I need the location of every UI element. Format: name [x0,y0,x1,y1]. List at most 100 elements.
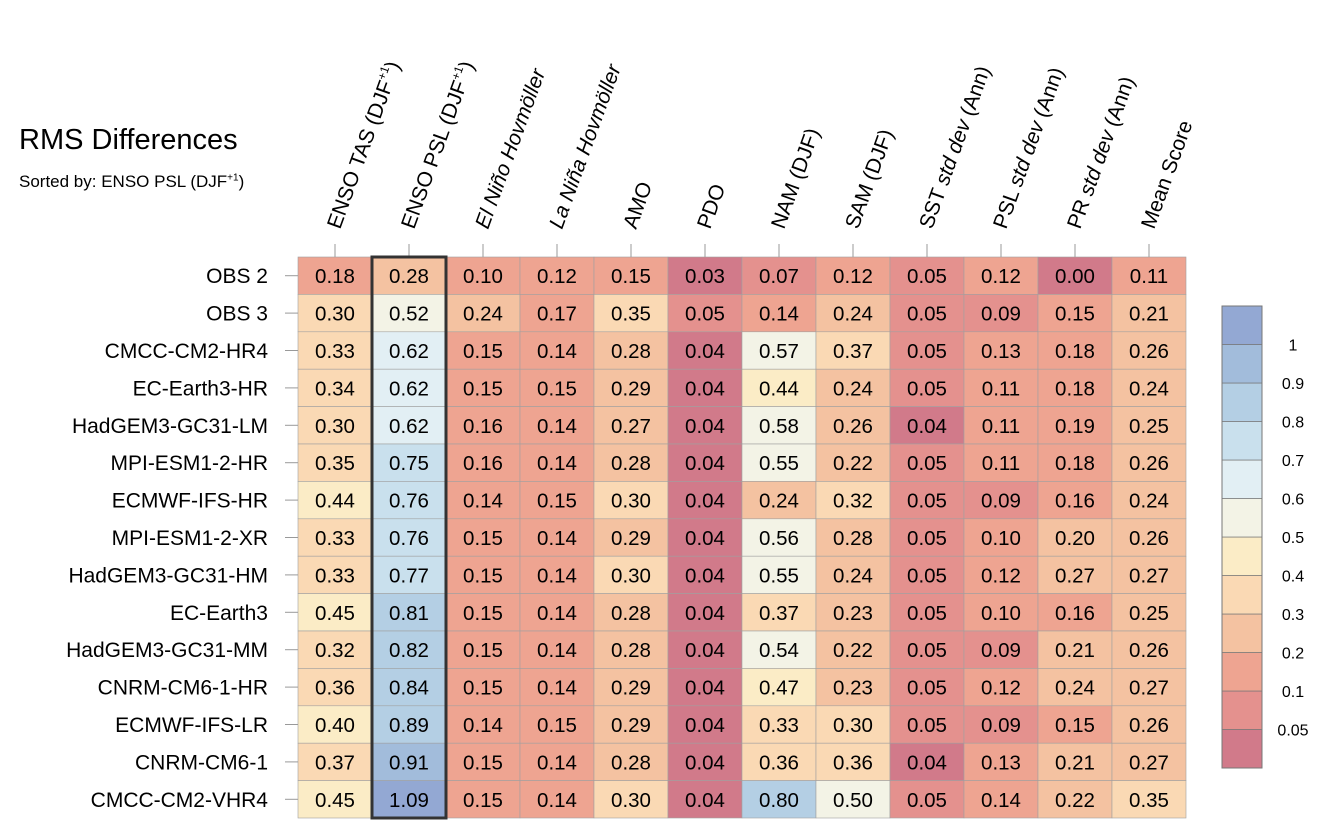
colorbar-box [1221,652,1263,692]
heatmap-cells: 0.18 0.28 0.10 0.12 0.15 0.03 0.07 0.12 0.05 0.12… [297,255,1187,820]
heatmap-cell [963,742,1039,781]
cell-value-label: 0.89 [389,714,429,737]
heatmap-cell [815,294,891,333]
cell-value-label: 0.30 [315,415,355,438]
chart-title: RMS Differences [19,124,238,156]
cell-value-label: 0.04 [685,415,725,438]
cell-value-label: 0.33 [759,714,799,737]
colorbar-tick-label: 0.3 [1282,607,1304,624]
cell-value-label: 0.11 [982,377,1020,400]
cell-value-label: 0.14 [537,415,577,438]
cell-value-label: 0.13 [981,340,1021,363]
cell-value-label: 0.58 [759,415,799,438]
cell-value-label: 0.24 [833,564,873,587]
heatmap-cell [1037,518,1113,557]
cell-value-label: 0.27 [1129,677,1169,700]
cell-value-label: 0.56 [759,527,799,550]
column-label-text: El Niño Hovmöller [471,65,550,232]
column-labels: ENSO TAS (DJF+1)ENSO PSL (DJF+1)El Niño … [321,58,1197,257]
cell-value-label: 0.14 [537,452,577,475]
column-label: PDO [693,181,730,232]
cell-value-label: 0.12 [981,677,1021,700]
row-label: ECMWF-IFS-LR [115,714,268,737]
heatmap-cell [371,593,447,632]
heatmap-cell [963,443,1039,482]
cell-value-label: 0.54 [759,639,799,662]
column-label-italic: std dev [1075,126,1120,199]
cell-value-label: 0.12 [833,265,873,288]
heatmap-cell [667,668,743,707]
cell-value-label: 0.15 [463,377,503,400]
heatmap-cell [1037,481,1113,520]
heatmap-cell [667,256,743,295]
cell-value-label: 0.14 [537,677,577,700]
cell-value-label: 0.26 [1129,714,1169,737]
cell-value-label: 0.27 [1055,564,1095,587]
cell-value-label: 0.29 [611,377,651,400]
cell-value-label: 0.04 [685,639,725,662]
subtitle-suffix: ) [238,172,245,191]
cell-value-label: 0.15 [463,677,503,700]
cell-value-label: 0.18 [1055,377,1095,400]
heatmap-cell [815,555,891,594]
heatmap-cell [297,742,373,781]
cell-value-label: 0.05 [907,265,947,288]
cell-value-label: 0.35 [315,452,355,475]
sorted-column-highlight [370,255,448,820]
cell-value-label: 0.25 [1129,602,1169,625]
row-label: CMCC-CM2-HR4 [105,340,269,363]
heatmap-cell [445,555,521,594]
heatmap-cell [297,481,373,520]
heatmap-cell [1111,780,1187,819]
cell-value-label: 0.24 [463,303,503,326]
colorbar-tick-label: 0.6 [1282,492,1304,509]
colorbar-tick-label: 0.8 [1282,415,1304,432]
cell-value-label: 0.24 [759,490,799,513]
heatmap-cell [371,668,447,707]
cell-value-label: 0.00 [1055,265,1095,288]
column-label: SAM (DJF) [841,126,898,231]
heatmap-cell [667,593,743,632]
heatmap-cell [815,518,891,557]
heatmap-cell [667,368,743,407]
column-label-text: SAM (DJF) [841,126,898,231]
cell-value-label: 0.17 [537,303,577,326]
cell-value-label: 0.77 [389,564,429,587]
heatmap-cell [815,331,891,370]
row-label: OBS 2 [206,265,268,288]
cell-value-label: 0.04 [685,714,725,737]
cell-value-label: 0.10 [463,265,503,288]
heatmap-cell [371,555,447,594]
heatmap-cell [593,481,669,520]
colorbar-box [1221,729,1263,769]
cell-value-label: 0.40 [315,714,355,737]
column-label-text: PDO [693,181,730,232]
heatmap-cell [519,630,595,669]
cell-value-label: 0.15 [463,751,503,774]
colorbar-tick-label: 0.9 [1282,376,1304,393]
column-label: SST std dev (Ann) [915,63,995,232]
heatmap-cell [371,294,447,333]
heatmap-cell [445,406,521,445]
heatmap-cell [741,368,817,407]
cell-value-label: 0.37 [759,602,799,625]
column-label: ENSO TAS (DJF+1) [321,58,405,232]
cell-value-label: 0.14 [759,303,799,326]
cell-value-label: 0.20 [1055,527,1095,550]
cell-value-label: 0.36 [315,677,355,700]
heatmap-cell [1037,406,1113,445]
column-label-italic: std dev [931,115,976,188]
cell-value-label: 0.04 [685,677,725,700]
colorbar-frame [1221,305,1263,769]
row-label: HadGEM3-GC31-LM [72,415,268,438]
heatmap-cell [963,481,1039,520]
cell-value-label: 0.10 [981,527,1021,550]
heatmap-cell [593,780,669,819]
heatmap-cell [1111,593,1187,632]
heatmap-cell [593,593,669,632]
row-label: MPI-ESM1-2-XR [112,527,268,550]
cell-value-label: 0.44 [759,377,799,400]
cell-value-label: 0.12 [981,265,1021,288]
colorbar: 0.05 0.1 0.2 0.3 0.4 0.5 0.6 0.7 0.8 0.9 1 [1221,305,1309,769]
